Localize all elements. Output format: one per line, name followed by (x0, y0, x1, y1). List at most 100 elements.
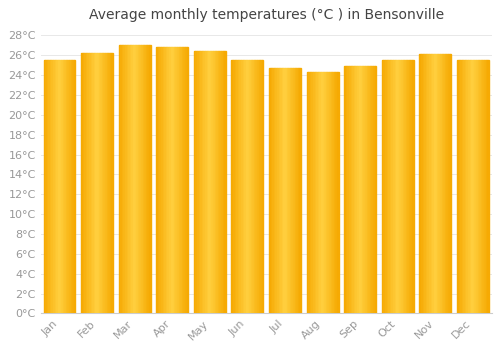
Bar (252, 60, 254, 313)
Bar (194, 51, 226, 313)
Bar (474, 60, 476, 313)
Bar (437, 54, 438, 313)
Bar (410, 60, 412, 313)
Bar (329, 72, 330, 313)
Bar (462, 60, 464, 313)
Bar (448, 54, 450, 313)
Bar (364, 66, 365, 313)
Bar (222, 51, 224, 313)
Bar (194, 51, 196, 313)
Bar (52, 60, 53, 313)
Bar (169, 47, 170, 313)
Bar (146, 46, 148, 313)
Bar (262, 60, 264, 313)
Bar (294, 68, 296, 313)
Bar (350, 66, 352, 313)
Bar (244, 60, 246, 313)
Bar (352, 66, 354, 313)
Bar (174, 47, 176, 313)
Bar (69, 60, 70, 313)
Bar (144, 46, 146, 313)
Bar (238, 60, 240, 313)
Bar (324, 72, 326, 313)
Bar (362, 66, 364, 313)
Bar (337, 72, 338, 313)
Bar (82, 53, 84, 313)
Bar (120, 46, 122, 313)
Bar (390, 60, 392, 313)
Bar (484, 60, 486, 313)
Bar (136, 46, 138, 313)
Bar (458, 60, 460, 313)
Bar (401, 60, 402, 313)
Bar (250, 60, 252, 313)
Bar (372, 66, 373, 313)
Bar (278, 68, 280, 313)
Bar (210, 51, 212, 313)
Bar (314, 72, 316, 313)
Bar (436, 54, 437, 313)
Bar (312, 72, 313, 313)
Bar (218, 51, 220, 313)
Bar (354, 66, 356, 313)
Bar (394, 60, 396, 313)
Bar (481, 60, 482, 313)
Bar (349, 66, 350, 313)
Bar (334, 72, 336, 313)
Bar (81, 53, 82, 313)
Bar (358, 66, 360, 313)
Bar (44, 60, 76, 313)
Bar (277, 68, 278, 313)
Bar (486, 60, 488, 313)
Bar (446, 54, 448, 313)
Bar (320, 72, 321, 313)
Bar (142, 46, 144, 313)
Bar (44, 60, 45, 313)
Bar (98, 53, 100, 313)
Bar (166, 47, 168, 313)
Bar (480, 60, 481, 313)
Bar (276, 68, 277, 313)
Bar (214, 51, 216, 313)
Bar (385, 60, 386, 313)
Bar (450, 54, 452, 313)
Bar (400, 60, 401, 313)
Bar (368, 66, 370, 313)
Bar (402, 60, 404, 313)
Bar (202, 51, 203, 313)
Bar (442, 54, 444, 313)
Bar (384, 60, 385, 313)
Bar (478, 60, 480, 313)
Bar (330, 72, 332, 313)
Bar (308, 72, 310, 313)
Bar (357, 66, 358, 313)
Bar (158, 47, 160, 313)
Bar (393, 60, 394, 313)
Bar (140, 46, 141, 313)
Bar (128, 46, 130, 313)
Bar (282, 68, 284, 313)
Bar (344, 66, 346, 313)
Bar (286, 68, 288, 313)
Bar (48, 60, 50, 313)
Bar (110, 53, 112, 313)
Bar (288, 68, 290, 313)
Bar (298, 68, 300, 313)
Bar (161, 47, 162, 313)
Bar (257, 60, 258, 313)
Bar (246, 60, 248, 313)
Bar (66, 60, 68, 313)
Bar (482, 60, 484, 313)
Bar (256, 60, 257, 313)
Bar (445, 54, 446, 313)
Bar (224, 51, 226, 313)
Bar (156, 47, 158, 313)
Bar (344, 66, 376, 313)
Bar (434, 54, 436, 313)
Bar (356, 66, 357, 313)
Bar (274, 68, 276, 313)
Bar (56, 60, 58, 313)
Bar (198, 51, 200, 313)
Bar (170, 47, 172, 313)
Bar (269, 68, 270, 313)
